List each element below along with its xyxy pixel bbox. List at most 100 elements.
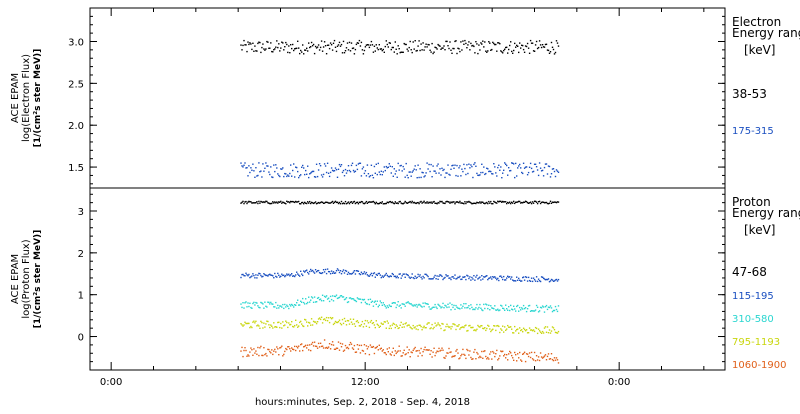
data-point xyxy=(509,309,511,312)
data-point xyxy=(515,354,517,356)
data-point xyxy=(307,165,309,167)
data-point xyxy=(538,359,541,362)
data-point xyxy=(271,50,273,53)
data-point xyxy=(304,201,306,204)
data-point xyxy=(365,271,368,274)
data-point xyxy=(514,202,516,205)
data-point xyxy=(273,277,275,279)
data-point xyxy=(339,322,342,325)
data-point xyxy=(416,177,418,179)
data-point xyxy=(374,203,376,205)
data-point xyxy=(289,172,291,175)
data-point xyxy=(406,346,408,348)
data-point xyxy=(415,350,417,352)
data-point xyxy=(517,167,519,169)
data-point xyxy=(431,176,433,178)
data-point xyxy=(479,174,481,176)
data-point xyxy=(258,272,260,275)
data-point xyxy=(254,352,256,354)
data-point xyxy=(358,344,361,347)
data-point xyxy=(378,326,380,328)
data-point xyxy=(470,356,472,359)
data-point xyxy=(514,308,516,310)
data-point xyxy=(436,203,438,205)
data-point xyxy=(374,172,376,174)
data-point xyxy=(245,322,247,325)
data-point xyxy=(514,176,516,179)
data-point xyxy=(325,201,328,203)
data-point xyxy=(546,355,549,358)
data-point xyxy=(302,349,304,352)
data-point xyxy=(244,321,246,323)
data-point xyxy=(504,309,506,311)
data-point xyxy=(400,164,402,167)
data-point xyxy=(385,307,387,309)
data-point xyxy=(290,323,292,326)
data-point xyxy=(492,173,494,175)
data-point xyxy=(526,42,529,45)
data-point xyxy=(318,49,321,51)
data-point xyxy=(289,52,291,54)
data-point xyxy=(521,307,523,309)
data-point xyxy=(254,45,256,47)
data-point xyxy=(500,275,502,277)
data-point xyxy=(465,278,467,281)
data-point xyxy=(538,200,541,203)
data-point xyxy=(382,349,384,351)
data-point xyxy=(413,168,415,170)
data-point xyxy=(289,324,291,326)
data-point xyxy=(254,277,256,279)
data-point xyxy=(499,169,501,171)
data-point xyxy=(339,165,342,168)
data-point xyxy=(285,41,287,44)
data-point xyxy=(258,325,260,327)
data-point xyxy=(486,304,488,306)
data-point xyxy=(463,203,465,205)
data-point xyxy=(425,172,427,174)
electron-ytick-label: 1.5 xyxy=(68,163,84,174)
data-point xyxy=(409,200,411,203)
data-point xyxy=(544,163,547,165)
data-point xyxy=(359,45,362,47)
data-point xyxy=(533,330,536,333)
data-point xyxy=(348,297,351,299)
data-point xyxy=(556,201,559,203)
data-point xyxy=(287,174,289,176)
data-point xyxy=(504,201,506,203)
data-point xyxy=(464,354,466,356)
data-point xyxy=(245,301,247,303)
data-point xyxy=(470,202,472,204)
data-point xyxy=(355,201,358,204)
data-point xyxy=(359,273,362,276)
data-point xyxy=(417,273,419,276)
data-point xyxy=(440,201,442,203)
data-point xyxy=(512,202,514,204)
data-point xyxy=(348,41,351,44)
data-point xyxy=(354,170,357,172)
data-point xyxy=(546,326,549,328)
data-point xyxy=(470,164,472,166)
data-point xyxy=(368,275,371,277)
data-point xyxy=(517,304,519,307)
data-point xyxy=(430,51,432,53)
data-point xyxy=(245,272,247,274)
data-point xyxy=(410,351,412,353)
data-point xyxy=(420,347,422,350)
data-point xyxy=(361,320,364,323)
data-point xyxy=(258,354,260,357)
data-point xyxy=(356,270,359,272)
data-point xyxy=(479,355,481,358)
data-point xyxy=(309,173,311,175)
data-point xyxy=(481,275,483,277)
data-point xyxy=(440,307,442,309)
data-point xyxy=(491,48,493,51)
data-point xyxy=(250,43,252,45)
data-point xyxy=(453,201,455,203)
data-point xyxy=(555,278,558,281)
data-point xyxy=(325,295,328,297)
data-point xyxy=(370,319,373,322)
data-point xyxy=(288,273,290,275)
data-point xyxy=(554,175,557,178)
data-point xyxy=(370,201,373,203)
data-point xyxy=(253,274,255,277)
